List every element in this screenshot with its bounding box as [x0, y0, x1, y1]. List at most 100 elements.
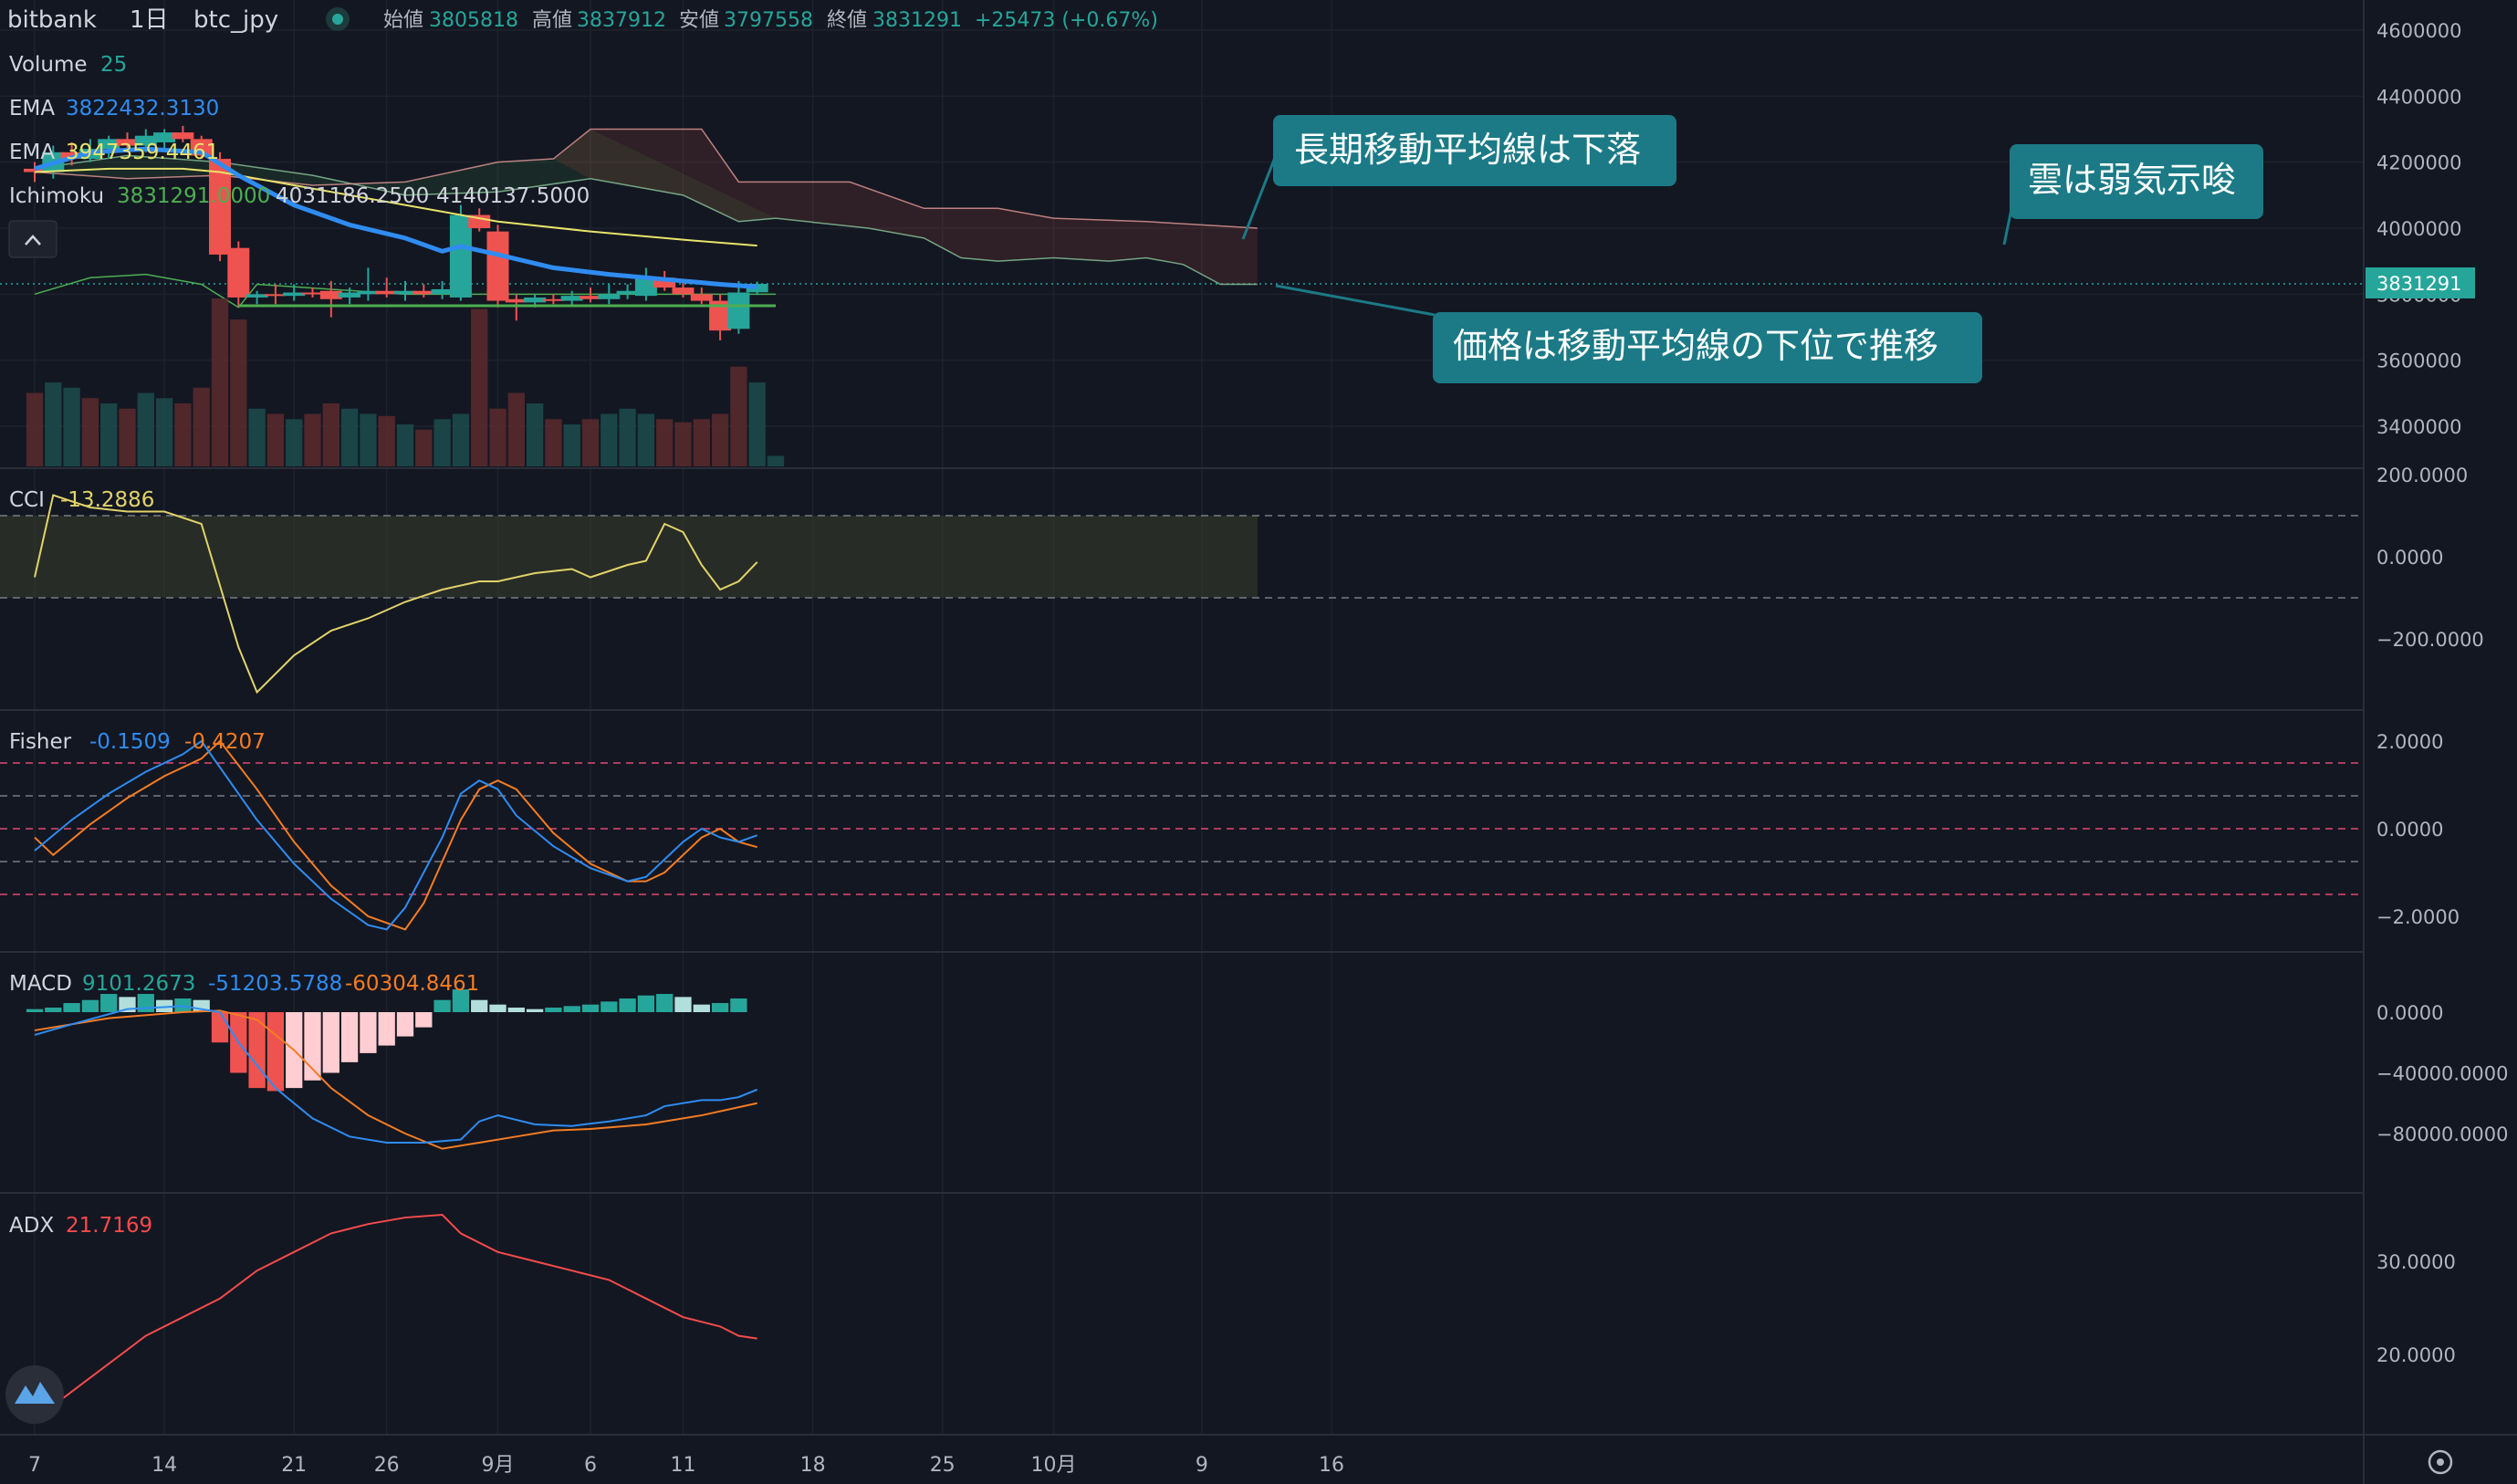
macd-histogram-bar	[619, 998, 636, 1012]
volume-bar	[26, 392, 44, 466]
annotation-price-box	[1433, 312, 1982, 383]
macd-histogram-bar	[471, 999, 488, 1012]
macd-line	[34, 1005, 758, 1144]
cci-legend-value: -13.2886	[60, 488, 154, 512]
candle-body	[580, 296, 601, 299]
volume-bar	[396, 424, 414, 466]
macd-histogram-bar	[563, 1006, 580, 1012]
candlesticks[interactable]	[24, 125, 776, 340]
macd-histogram-bar	[711, 1003, 729, 1012]
macd-legend-v1: 9101.2673	[82, 972, 195, 996]
ichimoku-legend-v2: 4031186.2500	[276, 184, 429, 208]
macd-histogram-bar	[507, 1008, 525, 1012]
open-value: 3805818	[429, 9, 518, 32]
volume-bar	[693, 419, 710, 466]
volume-bar	[286, 419, 303, 466]
fisher-legend-name[interactable]: Fisher	[9, 730, 72, 754]
macd-histogram-bar	[674, 997, 692, 1012]
macd-histogram-bar	[489, 1004, 507, 1012]
price-tick-label: 4400000	[2376, 86, 2462, 108]
volume-bar	[619, 408, 636, 466]
x-tick-label: 7	[28, 1454, 41, 1477]
candle-body	[283, 292, 306, 297]
macd-histogram-bar	[322, 1012, 339, 1073]
low-label: 安値	[679, 9, 719, 32]
candle-body	[357, 290, 380, 295]
annotation-price-pointer	[1275, 284, 1436, 317]
volume-bar	[304, 413, 321, 466]
exchange-name[interactable]: bitbank	[7, 6, 97, 34]
price-tick-label: 3600000	[2376, 350, 2462, 372]
macd-histogram-bar	[693, 1004, 710, 1012]
ema-fast-line	[34, 146, 757, 289]
adx-line	[34, 1213, 757, 1421]
candle-body	[245, 294, 268, 298]
volume-bar	[378, 415, 395, 466]
volume-bar	[248, 408, 266, 466]
volume-bar	[81, 398, 99, 466]
macd-histogram-bar	[730, 998, 747, 1012]
adx-legend-value: 21.7169	[66, 1214, 152, 1238]
price-tick-label: 3400000	[2376, 416, 2462, 438]
volume-bar	[471, 308, 488, 466]
macd-signal-line	[34, 1009, 757, 1150]
volume-bar	[119, 408, 136, 466]
macd-histogram-bar	[378, 1012, 395, 1046]
candle-body	[339, 292, 361, 298]
collapse-legend-button[interactable]	[8, 220, 57, 258]
fisher-legend-v1: -0.1509	[89, 730, 171, 754]
settings-gear-icon[interactable]	[2428, 1449, 2453, 1475]
candle-body	[524, 297, 547, 303]
candle-body	[394, 290, 416, 295]
annotation-cloud-text: 雲は弱気示唆	[2028, 160, 2236, 200]
axes: 71421269月611182510月916340000036000003800…	[0, 20, 2517, 1477]
candle-body	[264, 294, 287, 297]
x-tick-label: 21	[281, 1454, 307, 1477]
open-label: 始値	[383, 9, 423, 32]
macd-tick-label: −80000.0000	[2376, 1123, 2509, 1145]
annotation-ema-trend[interactable]: 長期移動平均線は下落	[1241, 115, 1676, 240]
annotation-ema-text: 長期移動平均線は下落	[1294, 130, 1641, 170]
macd-histogram-bar	[266, 1012, 285, 1092]
volume-bar	[767, 455, 785, 466]
ichimoku-legend-name[interactable]: Ichimoku	[9, 184, 104, 208]
logo-mark-icon	[15, 1382, 55, 1404]
low-value: 3797558	[724, 9, 813, 32]
volume-legend-name[interactable]: Volume	[9, 53, 88, 77]
volume-bar	[526, 403, 544, 466]
volume-bar	[711, 413, 729, 466]
volume-bar	[507, 392, 525, 466]
macd-histogram-bar	[155, 999, 173, 1012]
price-tick-label: 4600000	[2376, 20, 2462, 42]
interval[interactable]: 1日	[130, 6, 169, 34]
market-status-dot	[332, 14, 343, 25]
volume-bar	[230, 319, 247, 466]
volume-bar	[211, 298, 229, 466]
macd-histogram-bar	[360, 1012, 377, 1053]
annotation-price-below[interactable]: 価格は移動平均線の下位で推移	[1275, 284, 1982, 383]
volume-bars	[26, 298, 785, 466]
ema2-legend-name[interactable]: EMA	[9, 141, 55, 164]
candle-body	[653, 277, 676, 288]
volume-bar	[748, 382, 766, 466]
change-value: +25473 (+0.67%)	[975, 9, 1158, 32]
candle-body	[319, 290, 342, 299]
annotation-cloud[interactable]: 雲は弱気示唆	[2002, 144, 2263, 246]
symbol[interactable]: btc_jpy	[193, 6, 278, 34]
candle-body	[449, 214, 472, 298]
macd-legend-name[interactable]: MACD	[9, 972, 72, 996]
candle-body	[542, 298, 565, 301]
adx-legend-name[interactable]: ADX	[9, 1214, 54, 1238]
high-value: 3837912	[577, 9, 666, 32]
cci-legend-name[interactable]: CCI	[9, 488, 45, 512]
last-price-badge	[2366, 267, 2475, 298]
annotation-price-text: 価格は移動平均線の下位で推移	[1453, 326, 1938, 366]
ichimoku-span-a	[34, 154, 1258, 286]
macd-histogram-bar	[656, 994, 674, 1012]
volume-bar	[656, 419, 674, 466]
price-tick-label: 4200000	[2376, 152, 2462, 174]
candle-body	[598, 294, 621, 299]
candle-body	[227, 247, 250, 298]
macd-legend-v3: -60304.8461	[345, 972, 479, 996]
ema1-legend-name[interactable]: EMA	[9, 97, 55, 120]
